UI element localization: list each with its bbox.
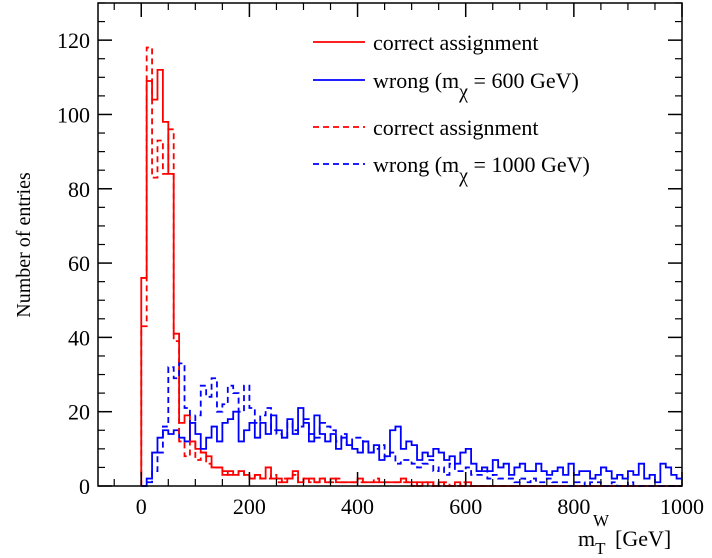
series-line-2 bbox=[141, 407, 682, 487]
x-axis-label-sub: T bbox=[595, 539, 606, 558]
y-tick-label: 40 bbox=[68, 325, 90, 350]
ticks-layer: 0 200 400 600 800 1000 0 20 40 60 80 100 120 bbox=[57, 2, 704, 519]
legend-label-2: wrong (mχ = 600 GeV) bbox=[373, 68, 579, 103]
legend: correct assignment wrong (mχ = 600 GeV) co… bbox=[313, 30, 590, 187]
x-tick-label: 400 bbox=[341, 494, 374, 519]
legend-label-4: wrong (mχ = 1000 GeV) bbox=[373, 152, 590, 187]
y-tick-label: 60 bbox=[68, 251, 90, 276]
y-tick-label: 100 bbox=[57, 102, 90, 127]
legend-label-3: correct assignment bbox=[373, 115, 539, 140]
y-tick-label: 80 bbox=[68, 177, 90, 202]
legend-label-1: correct assignment bbox=[373, 30, 539, 55]
series-line-4 bbox=[141, 362, 682, 487]
x-axis-label-sup: W bbox=[593, 511, 610, 530]
x-tick-label: 1000 bbox=[660, 494, 704, 519]
x-tick-label: 200 bbox=[233, 494, 266, 519]
x-axis-label: mT bbox=[578, 526, 606, 558]
x-axis-label-main: m bbox=[578, 526, 595, 551]
y-tick-label: 20 bbox=[68, 400, 90, 425]
x-axis-label-unit: [GeV] bbox=[615, 526, 671, 551]
x-tick-label: 600 bbox=[449, 494, 482, 519]
x-tick-label: 800 bbox=[557, 494, 590, 519]
x-tick-label: 0 bbox=[136, 494, 147, 519]
y-tick-label: 120 bbox=[57, 28, 90, 53]
y-axis-label: Number of entries bbox=[13, 172, 35, 318]
y-tick-label: 0 bbox=[79, 474, 90, 499]
